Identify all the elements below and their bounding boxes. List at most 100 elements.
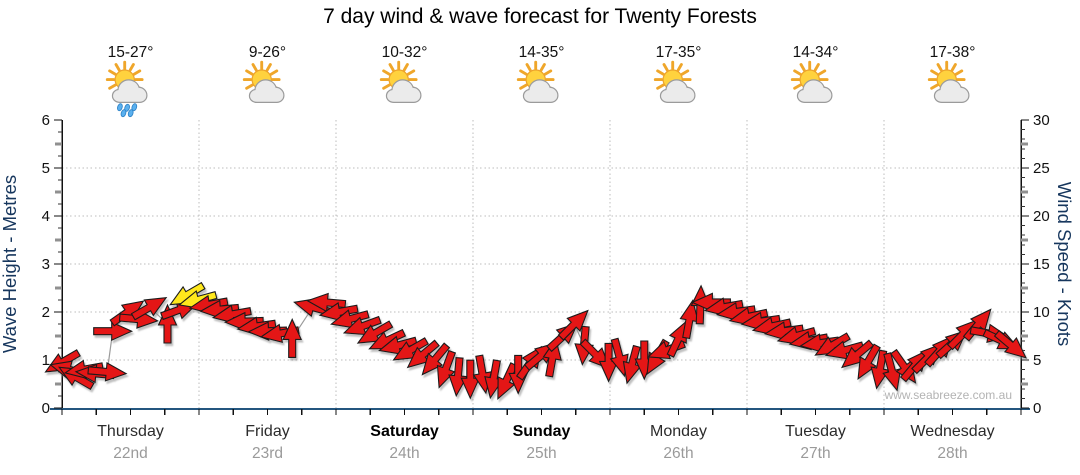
day-name-label: Tuesday (785, 423, 846, 440)
temp-range-label: 15-27° (108, 44, 154, 61)
sun-ray (382, 83, 391, 90)
wind-arrow (87, 362, 128, 382)
wind-arrow (679, 299, 699, 340)
wind-arrow (436, 349, 457, 389)
day-name-label: Monday (650, 423, 707, 440)
sun-ray (930, 83, 939, 90)
day-date-label: 28th (937, 445, 967, 462)
day-name-label: Wednesday (910, 423, 994, 440)
sun-ray (954, 69, 964, 76)
sun-cloud-icon (242, 60, 285, 104)
sun-ray (656, 69, 665, 76)
wind-arrow (356, 320, 394, 344)
temp-range-label: 14-34° (793, 44, 839, 61)
cloud-shape (111, 79, 148, 104)
wind-axis-title: Wind Speed - Knots (1054, 182, 1075, 347)
sun-cloud-icon (927, 60, 970, 104)
wind-arrow (622, 344, 642, 385)
sun-ray (388, 63, 395, 72)
axis-tick-labels: 0 1 2 3 4 5 6 0 5 10 15 20 25 30 (42, 112, 1050, 417)
wind-tick-label: 25 (1033, 160, 1050, 177)
wind-arrow (857, 343, 881, 381)
wave-tick-label: 4 (42, 208, 50, 225)
wind-arrow (306, 292, 347, 313)
sun-ray (265, 63, 272, 72)
day-date-label: 25th (526, 445, 556, 462)
wave-tick-label: 3 (42, 256, 50, 273)
rain-drop (120, 109, 127, 118)
wave-tick-label: 2 (42, 304, 50, 321)
day-date-label: 24th (389, 445, 419, 462)
wind-tick-label: 0 (1033, 400, 1041, 417)
wind-tick-label: 30 (1033, 112, 1050, 129)
cloud-shape (659, 79, 696, 104)
wind-arrow (392, 337, 429, 361)
sun-ray (656, 83, 665, 90)
sun-ray (402, 63, 409, 72)
wind-arrow-series (44, 281, 1027, 401)
wind-arrow (497, 362, 518, 401)
sun-ray (543, 69, 553, 76)
temp-range-label: 9-26° (249, 44, 286, 61)
sun-ray (793, 83, 802, 90)
day-date-label: 22nd (113, 445, 147, 462)
sun-cloud-icon (516, 60, 559, 104)
sun-ray (793, 69, 802, 76)
sun-ray (245, 69, 254, 76)
sun-ray (128, 63, 135, 72)
sun-ray (382, 69, 391, 76)
sun-ray (269, 69, 279, 76)
wind-arrow (378, 335, 418, 355)
cloud-shape (796, 79, 833, 104)
wind-arrow (542, 337, 562, 378)
day-name-label: Saturday (370, 423, 439, 440)
wind-tick-label: 5 (1033, 352, 1041, 369)
watermark: www.seabreeze.com.au (884, 388, 1012, 402)
sun-ray (936, 63, 943, 72)
day-headers-and-labels: 15-27° Thursday 22nd 9-26° Friday 23rd 10-32° S… (97, 44, 994, 462)
wind-arrow (421, 342, 451, 376)
sun-cloud-rain-icon (105, 60, 148, 118)
wave-axis-title: Wave Height - Metres (0, 175, 20, 353)
wind-arrow (330, 309, 370, 329)
gridlines (62, 120, 1021, 408)
wave-tick-label: 5 (42, 160, 50, 177)
wind-arrow (282, 318, 303, 358)
sun-ray (662, 63, 669, 72)
wind-arrow (824, 340, 865, 360)
wind-arrow (293, 298, 333, 318)
day-name-label: Friday (245, 423, 289, 440)
sun-ray (519, 83, 528, 90)
sun-ray (108, 69, 117, 76)
sun-ray (950, 63, 957, 72)
sun-ray (108, 83, 117, 90)
wind-arrow (448, 356, 468, 398)
rain-drop (117, 103, 123, 112)
temp-range-label: 10-32° (382, 44, 428, 61)
day-date-label: 27th (800, 445, 830, 462)
sun-ray (799, 63, 806, 72)
wind-arrow (993, 329, 1027, 359)
wave-tick-label: 0 (42, 400, 50, 417)
day-name-label: Sunday (513, 423, 571, 440)
sun-ray (813, 63, 820, 72)
sun-ray (245, 83, 254, 90)
sun-cloud-icon (653, 60, 696, 104)
wind-tick-label: 10 (1033, 304, 1050, 321)
day-date-label: 23rd (252, 445, 283, 462)
sun-ray (680, 69, 690, 76)
wind-arrow (882, 352, 902, 392)
wind-arrow (342, 315, 382, 336)
sun-cloud-icon (379, 60, 422, 104)
sun-ray (114, 63, 121, 72)
cloud-shape (522, 79, 559, 104)
wind-arrow (460, 359, 481, 400)
temp-range-label: 17-38° (930, 44, 976, 61)
sun-ray (525, 63, 532, 72)
sun-ray (817, 69, 827, 76)
wind-tick-label: 15 (1033, 256, 1050, 273)
sun-ray (930, 69, 939, 76)
temp-range-label: 17-35° (656, 44, 702, 61)
